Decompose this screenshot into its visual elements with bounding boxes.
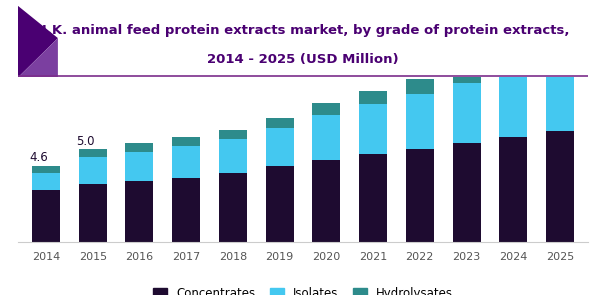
Bar xyxy=(359,91,387,104)
Bar xyxy=(125,181,154,242)
Bar xyxy=(499,71,527,137)
Bar xyxy=(219,130,247,139)
Text: 4.6: 4.6 xyxy=(29,151,49,164)
Bar xyxy=(313,103,340,115)
Bar xyxy=(79,183,107,242)
Bar xyxy=(546,55,574,131)
Bar xyxy=(546,35,574,55)
Bar xyxy=(32,190,60,242)
Bar xyxy=(452,68,481,83)
Bar xyxy=(546,131,574,242)
Bar xyxy=(406,79,434,94)
Bar xyxy=(219,139,247,173)
Bar xyxy=(172,137,200,146)
Bar xyxy=(79,149,107,157)
Bar xyxy=(499,137,527,242)
Bar xyxy=(359,154,387,242)
Bar xyxy=(32,165,60,173)
Polygon shape xyxy=(18,38,58,77)
Bar xyxy=(359,104,387,154)
Bar xyxy=(79,157,107,183)
Bar xyxy=(32,173,60,190)
Bar xyxy=(125,152,154,181)
Text: U.K. animal feed protein extracts market, by grade of protein extracts,: U.K. animal feed protein extracts market… xyxy=(36,24,570,37)
Bar xyxy=(406,94,434,149)
Polygon shape xyxy=(18,6,58,77)
Bar xyxy=(406,149,434,242)
Legend: Concentrates, Isolates, Hydrolysates: Concentrates, Isolates, Hydrolysates xyxy=(148,283,458,295)
Bar xyxy=(172,146,200,178)
Bar xyxy=(313,160,340,242)
Bar xyxy=(266,118,293,128)
Bar xyxy=(266,165,293,242)
Bar xyxy=(219,173,247,242)
Bar xyxy=(266,128,293,165)
Bar xyxy=(452,83,481,143)
Bar xyxy=(313,115,340,160)
Text: 2014 - 2025 (USD Million): 2014 - 2025 (USD Million) xyxy=(207,53,399,66)
Bar xyxy=(452,143,481,242)
Bar xyxy=(125,143,154,152)
Bar xyxy=(499,53,527,71)
Text: 5.0: 5.0 xyxy=(76,135,95,148)
Bar xyxy=(172,178,200,242)
